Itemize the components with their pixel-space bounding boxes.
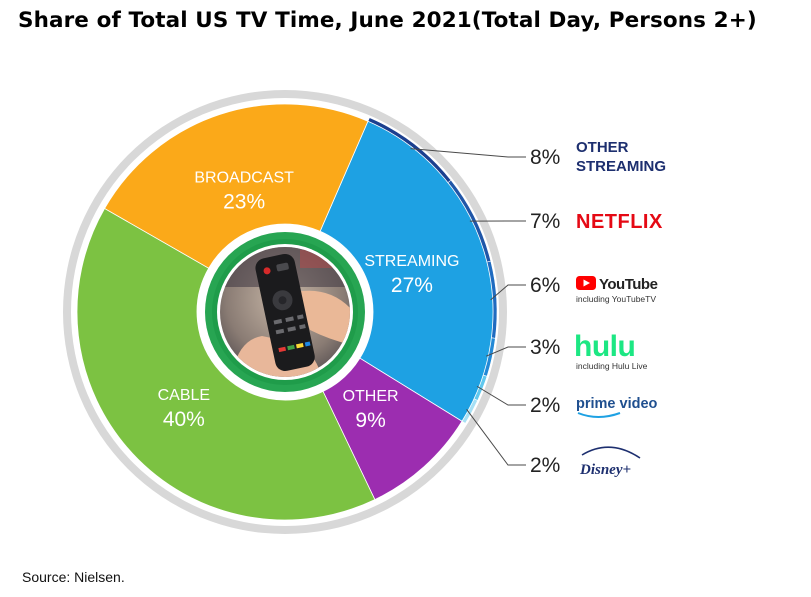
slice-cable xyxy=(76,207,376,521)
legend-hulu: hulu xyxy=(574,330,635,363)
legend-netflix: NETFLIX xyxy=(576,211,663,233)
slice-label-streaming: STREAMING xyxy=(364,253,459,270)
slice-label-broadcast: BROADCAST xyxy=(194,170,294,187)
legend-other-streaming-line1: OTHER xyxy=(576,139,629,156)
slice-labels: STREAMING 27% OTHER 9% CABLE 40% BROADCAST 23% xyxy=(158,170,460,433)
slice-value-broadcast: 23% xyxy=(223,191,265,214)
legend-prime-video: prime video xyxy=(576,396,658,412)
leader-lines xyxy=(410,148,526,466)
pct-youtube: 6% xyxy=(530,274,560,297)
prime-smile-icon xyxy=(577,412,621,418)
pct-netflix: 7% xyxy=(530,210,560,233)
slice-value-other: 9% xyxy=(355,409,385,432)
slice-streaming xyxy=(319,120,494,422)
brand-legend: OTHER STREAMING NETFLIX YouTube includin… xyxy=(574,139,666,478)
leader-youtube xyxy=(490,284,526,301)
slice-broadcast xyxy=(104,103,369,269)
leader-disney-plus xyxy=(466,408,526,466)
leader-other-streaming xyxy=(410,148,526,158)
leader-prime-video xyxy=(476,385,526,406)
slice-value-streaming: 27% xyxy=(391,274,433,297)
donut-chart: STREAMING27%OTHER9%CABLE40%BROADCAST23% … xyxy=(63,90,666,534)
pie-slices xyxy=(76,103,494,521)
pct-prime-video: 2% xyxy=(530,394,560,417)
legend-disney: Disney+ xyxy=(579,462,631,478)
youtube-logo: YouTube xyxy=(576,276,658,293)
pct-hulu: 3% xyxy=(530,336,560,359)
source-note: Source: Nielsen. xyxy=(22,569,125,585)
disney-plus-logo: Disney+ xyxy=(579,446,641,478)
slice-value-cable: 40% xyxy=(163,408,205,431)
slice-label-cable: CABLE xyxy=(158,387,210,404)
chart-title: Share of Total US TV Time, June 2021(Tot… xyxy=(18,8,757,33)
legend-other-streaming-line2: STREAMING xyxy=(576,158,666,175)
pct-disney-plus: 2% xyxy=(530,454,560,477)
legend-youtube: YouTube xyxy=(599,276,658,293)
leader-hulu xyxy=(486,346,526,357)
breakdown-values: 8% 7% 6% 3% 2% 2% xyxy=(530,146,560,477)
legend-hulu-note: including Hulu Live xyxy=(576,361,648,371)
legend-youtube-note: including YouTubeTV xyxy=(576,294,656,304)
pct-other-streaming: 8% xyxy=(530,146,560,169)
slice-label-other: OTHER xyxy=(343,388,399,405)
